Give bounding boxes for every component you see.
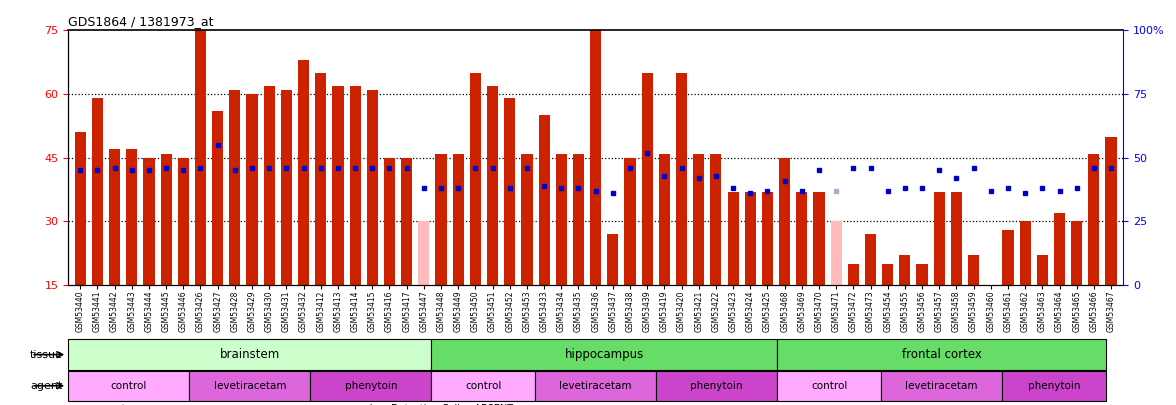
Bar bbox=[453, 153, 463, 285]
Text: phenytoin: phenytoin bbox=[690, 381, 743, 391]
Bar bbox=[68, 371, 189, 401]
Bar bbox=[881, 371, 1002, 401]
Text: GDS1864 / 1381973_at: GDS1864 / 1381973_at bbox=[68, 15, 214, 28]
Bar bbox=[195, 30, 206, 285]
Bar bbox=[710, 153, 722, 285]
Text: frontal cortex: frontal cortex bbox=[902, 348, 982, 361]
Bar bbox=[212, 111, 223, 285]
Bar bbox=[676, 73, 687, 285]
Text: levetiracetam: levetiracetam bbox=[906, 381, 977, 391]
Bar bbox=[333, 85, 343, 285]
Bar bbox=[1071, 222, 1082, 285]
Bar bbox=[68, 339, 432, 370]
Text: value, Detection Call = ABSENT: value, Detection Call = ABSENT bbox=[358, 404, 513, 405]
Bar bbox=[1002, 371, 1105, 401]
Bar bbox=[951, 192, 962, 285]
Bar bbox=[539, 115, 549, 285]
Bar bbox=[590, 30, 601, 285]
Text: control: control bbox=[111, 381, 147, 391]
Bar bbox=[656, 371, 777, 401]
Text: ■: ■ bbox=[339, 404, 348, 405]
Bar bbox=[383, 158, 395, 285]
Text: tissue: tissue bbox=[29, 350, 64, 360]
Bar bbox=[419, 222, 429, 285]
Bar bbox=[349, 85, 361, 285]
Bar bbox=[624, 158, 635, 285]
Bar bbox=[830, 222, 842, 285]
Bar bbox=[263, 85, 275, 285]
Bar bbox=[432, 371, 535, 401]
Bar bbox=[1105, 136, 1117, 285]
Bar bbox=[487, 85, 499, 285]
Bar bbox=[693, 153, 704, 285]
Bar bbox=[848, 264, 858, 285]
Bar bbox=[642, 73, 653, 285]
Bar bbox=[985, 285, 996, 315]
Bar bbox=[934, 192, 944, 285]
Bar bbox=[607, 234, 619, 285]
Bar bbox=[535, 371, 656, 401]
Bar bbox=[161, 153, 172, 285]
Text: brainstem: brainstem bbox=[220, 348, 280, 361]
Bar bbox=[281, 90, 292, 285]
Text: count: count bbox=[99, 404, 126, 405]
Bar bbox=[469, 73, 481, 285]
Bar bbox=[882, 264, 894, 285]
Bar bbox=[796, 192, 808, 285]
Bar bbox=[728, 192, 739, 285]
Bar bbox=[744, 192, 756, 285]
Bar bbox=[109, 149, 120, 285]
Bar bbox=[777, 371, 881, 401]
Bar bbox=[968, 256, 980, 285]
Bar bbox=[189, 371, 310, 401]
Bar bbox=[229, 90, 240, 285]
Bar bbox=[92, 98, 103, 285]
Bar bbox=[247, 94, 258, 285]
Text: phenytoin: phenytoin bbox=[345, 381, 397, 391]
Bar bbox=[777, 339, 1105, 370]
Bar bbox=[900, 256, 910, 285]
Bar bbox=[178, 158, 189, 285]
Bar bbox=[864, 234, 876, 285]
Text: levetiracetam: levetiracetam bbox=[560, 381, 632, 391]
Bar bbox=[298, 60, 309, 285]
Bar bbox=[573, 153, 584, 285]
Bar bbox=[1054, 213, 1065, 285]
Text: ■: ■ bbox=[80, 404, 89, 405]
Bar bbox=[916, 264, 928, 285]
Bar bbox=[556, 153, 567, 285]
Bar bbox=[521, 153, 533, 285]
Bar bbox=[126, 149, 138, 285]
Bar bbox=[143, 158, 154, 285]
Bar bbox=[315, 73, 327, 285]
Text: agent: agent bbox=[31, 381, 64, 391]
Text: levetiracetam: levetiracetam bbox=[214, 381, 286, 391]
Bar bbox=[401, 158, 413, 285]
Bar bbox=[310, 371, 432, 401]
Bar bbox=[505, 98, 515, 285]
Text: hippocampus: hippocampus bbox=[564, 348, 644, 361]
Bar bbox=[1020, 222, 1030, 285]
Bar bbox=[814, 192, 824, 285]
Bar bbox=[74, 132, 86, 285]
Text: phenytoin: phenytoin bbox=[1028, 381, 1081, 391]
Bar bbox=[779, 158, 790, 285]
Bar bbox=[1002, 230, 1014, 285]
Text: control: control bbox=[465, 381, 501, 391]
Bar bbox=[432, 339, 777, 370]
Text: control: control bbox=[811, 381, 847, 391]
Bar bbox=[659, 153, 670, 285]
Bar bbox=[762, 192, 773, 285]
Bar bbox=[1088, 153, 1100, 285]
Bar bbox=[435, 153, 447, 285]
Bar bbox=[367, 90, 377, 285]
Bar bbox=[1037, 256, 1048, 285]
